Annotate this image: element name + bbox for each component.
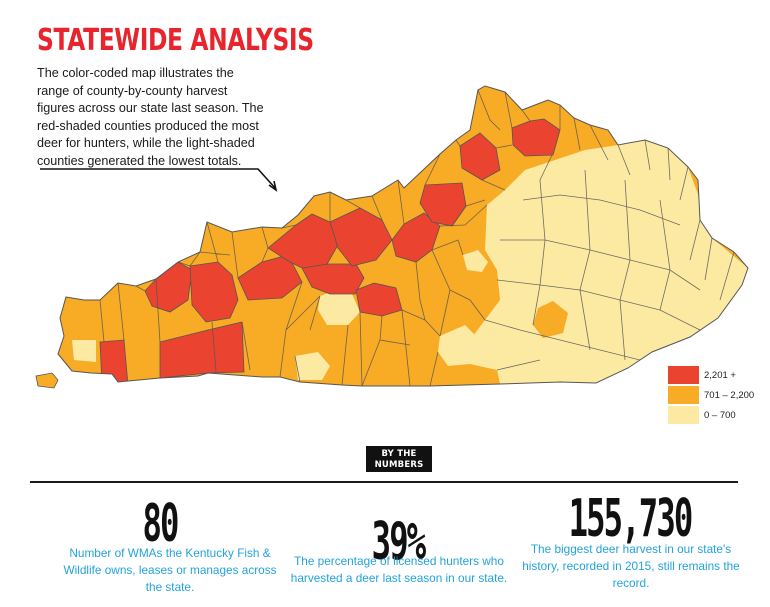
- county-high-8: [329, 207, 393, 267]
- county-high-2: [189, 261, 239, 323]
- county-high-4: [99, 339, 129, 386]
- badge-line-2: NUMBERS: [374, 460, 424, 470]
- county-low-3: [72, 340, 96, 362]
- stat-value-percentage: 39%: [371, 512, 427, 572]
- by-the-numbers-badge: BY THE NUMBERS: [366, 446, 432, 472]
- legend-label: 2,201 +: [704, 370, 736, 381]
- intro-text: The color-coded map illustrates the rang…: [37, 66, 264, 168]
- county-low-5: [463, 250, 488, 272]
- legend-item: 0 – 700: [668, 406, 758, 426]
- legend-label: 701 – 2,200: [704, 390, 755, 401]
- section-divider: [30, 481, 738, 483]
- county-high-7: [301, 263, 365, 295]
- legend-swatch-high: [668, 366, 699, 384]
- county-high-13: [511, 118, 561, 157]
- legend-swatch-mid: [668, 386, 699, 404]
- badge-line-1: BY THE: [381, 449, 417, 459]
- county-low-1: [318, 290, 360, 325]
- county-low-2: [295, 352, 330, 380]
- county-high-9: [391, 212, 441, 263]
- county-low-4: [438, 325, 480, 366]
- legend-item: 701 – 2,200: [668, 386, 758, 406]
- county-borders: [99, 89, 735, 386]
- page-title: STATEWIDE ANALYSIS: [37, 23, 314, 58]
- county-high-10: [355, 282, 403, 317]
- stat-value-record-harvest: 155,730: [568, 489, 694, 549]
- county-high-12: [459, 132, 501, 181]
- stat-description-percentage: The percentage of licensed hunters who h…: [290, 554, 508, 585]
- county-mid-east: [533, 301, 568, 338]
- stat-value-wmas: 80: [142, 494, 179, 554]
- legend-item: 2,201 +: [668, 366, 758, 386]
- stat-description-wmas: Number of WMAs the Kentucky Fish & Wildl…: [63, 546, 277, 594]
- legend-swatch-low: [668, 406, 699, 424]
- legend-label: 0 – 700: [704, 410, 736, 421]
- western-exclave: [35, 372, 59, 389]
- stat-description-record-harvest: The biggest deer harvest in our state's …: [522, 542, 740, 590]
